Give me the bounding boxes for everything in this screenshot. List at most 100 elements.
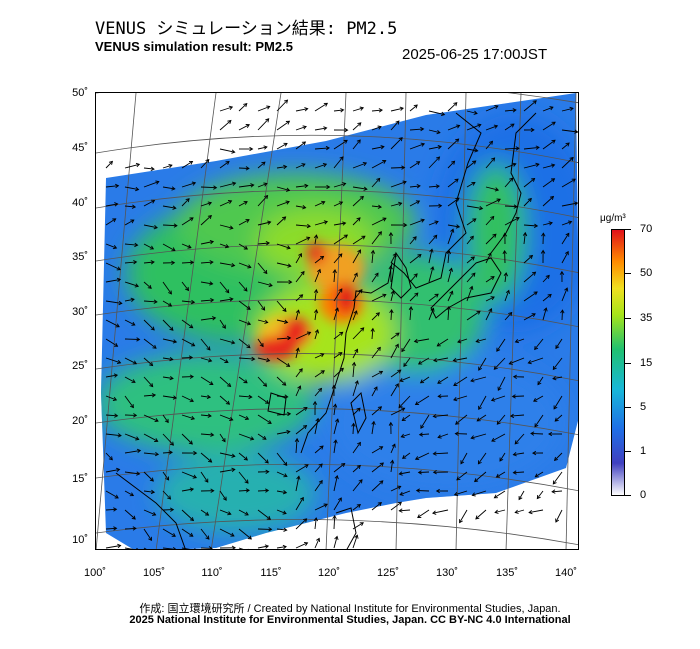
wind-vector-head — [207, 358, 213, 363]
wind-vector — [143, 547, 147, 549]
wind-vector — [257, 319, 268, 323]
wind-vector-head — [560, 309, 565, 314]
wind-vector — [561, 202, 578, 207]
wind-vector-head — [312, 400, 318, 405]
wind-vector — [276, 201, 290, 207]
wind-vector — [466, 286, 473, 302]
wind-vector-head — [496, 420, 501, 425]
wind-vector — [523, 255, 533, 264]
wind-vector — [105, 203, 118, 207]
wind-vector — [238, 509, 249, 516]
wind-vector — [561, 221, 572, 226]
wind-vector-head — [569, 156, 574, 162]
wind-vector-head — [497, 386, 502, 391]
wind-vector — [276, 357, 290, 367]
wind-vector — [485, 296, 495, 302]
wind-vector-head — [356, 407, 361, 412]
wind-vector-head — [263, 182, 268, 187]
wind-vector — [105, 300, 122, 304]
wind-vector — [162, 547, 176, 549]
map-svg — [96, 93, 578, 549]
wind-vector — [333, 140, 348, 150]
lat-tick-25: 25˚ — [72, 360, 88, 372]
lat-tick-10: 10˚ — [72, 534, 88, 546]
wind-vector-head — [225, 400, 231, 405]
wind-vector-head — [283, 319, 289, 324]
wind-vector — [553, 395, 563, 410]
wind-vector — [314, 235, 317, 245]
wind-vector — [457, 338, 468, 343]
wind-vectors — [105, 99, 578, 549]
wind-vector — [295, 163, 306, 169]
wind-vector-head — [282, 216, 287, 221]
wind-vector — [257, 300, 265, 311]
wind-vector-head — [264, 194, 269, 200]
wind-vector-head — [510, 123, 515, 128]
wind-vector — [523, 291, 538, 302]
wind-vector — [437, 433, 449, 438]
wind-vector — [414, 338, 430, 342]
wind-vector-head — [332, 269, 337, 274]
wind-vector-head — [321, 200, 326, 205]
wind-vector-head — [131, 515, 136, 520]
wind-vector-head — [397, 501, 402, 506]
wind-vector — [124, 261, 137, 264]
wind-vector — [238, 395, 252, 398]
wind-vector — [238, 376, 248, 384]
wind-vector-head — [167, 495, 172, 500]
wind-vector-head — [204, 511, 210, 516]
wind-vector-head — [551, 139, 556, 144]
wind-vector — [295, 237, 310, 245]
wind-vector-head — [283, 99, 289, 104]
wind-vector-head — [131, 379, 136, 384]
wind-vector-head — [246, 321, 252, 326]
wind-vector-head — [261, 306, 266, 311]
wind-vector-head — [398, 404, 403, 409]
wind-vector-head — [417, 470, 422, 475]
wind-vector — [314, 370, 325, 378]
wind-vector-head — [262, 382, 268, 387]
wind-vector — [200, 202, 212, 207]
wind-vector — [276, 528, 287, 531]
wind-vector-head — [449, 290, 454, 295]
wind-vector-head — [314, 329, 320, 334]
wind-vector-head — [112, 218, 117, 223]
wind-vector-head — [244, 479, 249, 484]
wind-vector — [371, 462, 384, 473]
wind-vector-head — [266, 105, 271, 110]
wind-vector — [124, 219, 135, 226]
wind-vector-head — [340, 108, 345, 113]
wind-vector — [475, 509, 487, 520]
wind-vector-head — [185, 198, 190, 203]
wind-vector-head — [361, 235, 366, 240]
wind-vector-head — [472, 160, 477, 165]
wind-vector — [238, 184, 254, 188]
wind-vector — [390, 309, 393, 321]
wind-vector — [352, 122, 362, 131]
wind-vector-head — [259, 342, 264, 348]
wind-vector-head — [472, 218, 477, 223]
wind-vector — [124, 490, 134, 496]
wind-vector-head — [455, 420, 460, 425]
wind-vector — [314, 463, 323, 473]
wind-vector-head — [435, 488, 440, 494]
wind-vector-head — [169, 375, 174, 381]
wind-vector-head — [397, 369, 402, 374]
wind-vector — [471, 433, 487, 439]
wind-vector — [238, 262, 251, 268]
wind-vector — [428, 293, 439, 302]
wind-vector — [257, 338, 264, 347]
wind-vector-head — [453, 382, 458, 386]
wind-vector — [504, 217, 520, 226]
wind-vector — [523, 163, 540, 169]
wind-vector-head — [266, 357, 271, 363]
wind-vector — [478, 395, 487, 410]
wind-vector — [219, 319, 226, 329]
wind-vector — [238, 452, 248, 461]
wind-vector-head — [282, 307, 287, 312]
wind-vector-head — [332, 403, 338, 408]
wind-vector — [333, 497, 342, 511]
wind-vector-head — [189, 487, 195, 492]
wind-vector-head — [263, 145, 268, 150]
wind-vector — [295, 438, 298, 454]
